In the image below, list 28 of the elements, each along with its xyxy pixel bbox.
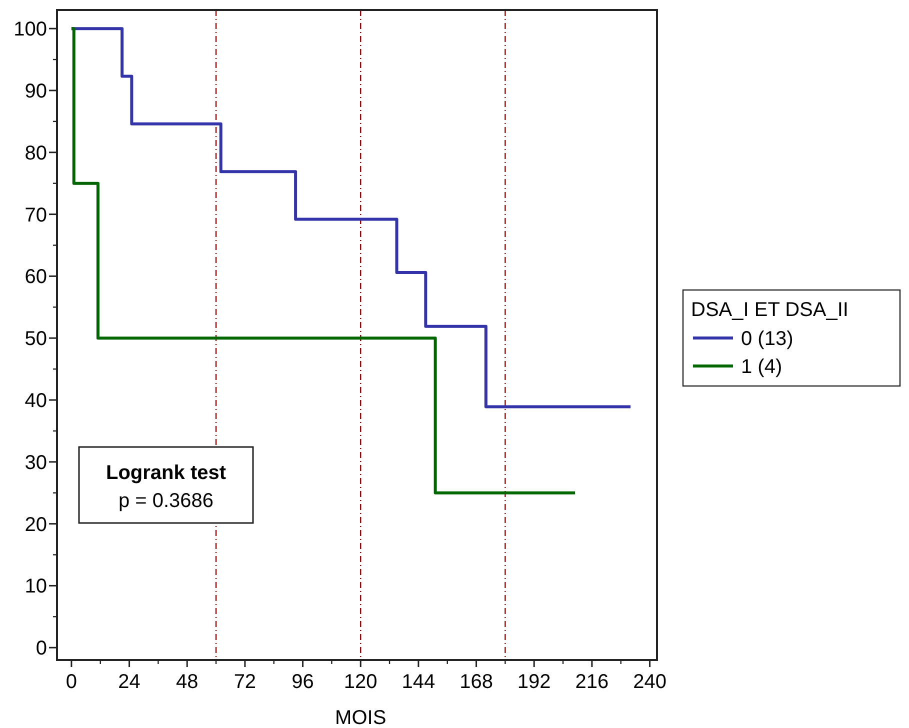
x-tick-label: 48: [176, 671, 198, 693]
x-tick-label: 168: [460, 671, 493, 693]
x-tick-label: 144: [402, 671, 436, 693]
y-tick-label: 70: [24, 204, 47, 226]
x-tick-label: 72: [234, 671, 256, 693]
y-tick-label: 0: [36, 638, 47, 660]
legend-label: 0 (13): [741, 328, 794, 350]
y-tick-label: 10: [24, 576, 47, 598]
legend-label: 1 (4): [741, 356, 782, 378]
y-tick-label: 90: [24, 80, 47, 102]
y-tick-label: 60: [24, 266, 47, 288]
y-tick-label: 30: [24, 452, 47, 474]
x-tick-label: 0: [66, 671, 78, 693]
legend-title: DSA_I ET DSA_II: [691, 299, 848, 321]
x-tick-label: 24: [118, 671, 140, 693]
x-tick-label: 96: [292, 671, 314, 693]
y-tick-label: 50: [24, 328, 47, 350]
y-tick-label: 40: [24, 390, 47, 412]
x-tick-label: 192: [517, 671, 551, 693]
y-tick-label: 20: [24, 514, 47, 536]
annotation: p = 0.3686: [118, 490, 214, 512]
x-axis-title: MOIS: [335, 707, 386, 728]
y-tick-label: 80: [24, 142, 47, 164]
y-tick-label: 100: [14, 18, 47, 41]
x-tick-label: 216: [575, 671, 609, 693]
x-tick-label: 120: [344, 671, 378, 693]
x-tick-label: 240: [633, 671, 666, 693]
annotation: Logrank test: [106, 462, 226, 484]
